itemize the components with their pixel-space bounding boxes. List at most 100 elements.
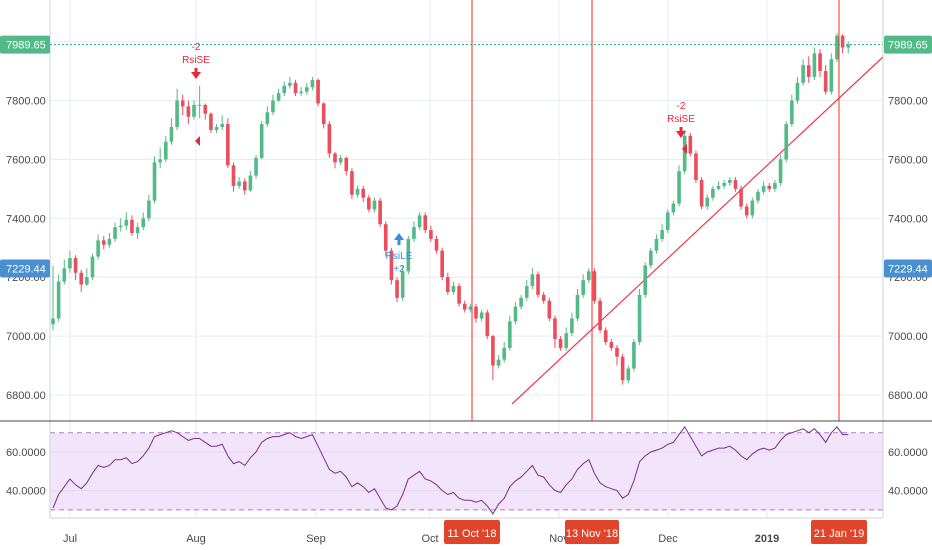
candle[interactable] [73, 255, 78, 281]
candle[interactable] [350, 168, 354, 200]
candle[interactable] [338, 154, 343, 166]
candle[interactable] [259, 121, 264, 160]
candle[interactable] [197, 85, 202, 119]
candle[interactable] [649, 247, 653, 269]
candle[interactable] [367, 194, 371, 213]
candle[interactable] [147, 194, 151, 222]
candle[interactable] [310, 76, 315, 91]
candle[interactable] [434, 235, 439, 254]
candle[interactable] [152, 156, 157, 204]
candle[interactable] [581, 274, 585, 298]
candle[interactable] [462, 300, 467, 313]
candle[interactable] [440, 247, 444, 281]
candle[interactable] [175, 88, 179, 130]
candle[interactable] [694, 150, 698, 183]
candle[interactable] [671, 200, 676, 216]
candle[interactable] [829, 53, 834, 95]
candle[interactable] [118, 218, 123, 232]
candle[interactable] [818, 48, 822, 77]
candle[interactable] [231, 162, 236, 192]
candle[interactable] [135, 222, 140, 239]
candle[interactable] [62, 259, 67, 285]
candle[interactable] [451, 281, 456, 295]
candle[interactable] [51, 265, 55, 331]
candle[interactable] [767, 182, 772, 192]
candle[interactable] [214, 124, 219, 133]
candle[interactable] [733, 177, 738, 192]
candle[interactable] [790, 94, 794, 128]
strategy-signals[interactable]: -2 RsiSE RsiLE +2 -2 RsiSE [182, 42, 695, 275]
candle[interactable] [361, 185, 365, 203]
candle[interactable] [192, 100, 196, 120]
candle[interactable] [620, 353, 625, 385]
candle[interactable] [491, 334, 495, 381]
trendline-upward[interactable] [511, 56, 884, 405]
candle[interactable] [637, 288, 642, 345]
candle[interactable] [587, 268, 591, 284]
candle[interactable] [806, 56, 811, 83]
candle[interactable] [801, 59, 805, 86]
candle[interactable] [400, 265, 405, 301]
candle[interactable] [688, 132, 693, 157]
candle[interactable] [823, 65, 828, 95]
candle[interactable] [101, 235, 106, 250]
candle[interactable] [288, 76, 292, 89]
candle[interactable] [558, 336, 563, 351]
event-markers[interactable] [471, 0, 840, 421]
candle[interactable] [677, 165, 681, 207]
candle[interactable] [682, 129, 687, 175]
candle[interactable] [355, 185, 360, 198]
candle[interactable] [417, 212, 422, 231]
candle[interactable] [321, 101, 326, 129]
candle[interactable] [615, 344, 619, 366]
candle[interactable] [113, 222, 117, 242]
candle[interactable] [56, 274, 61, 322]
candle[interactable] [305, 82, 309, 95]
candle[interactable] [699, 177, 704, 210]
candle[interactable] [722, 180, 726, 189]
candle[interactable] [502, 341, 506, 363]
candle[interactable] [141, 212, 146, 231]
candle[interactable] [327, 121, 332, 158]
candle[interactable] [513, 302, 518, 325]
candle[interactable] [180, 94, 185, 116]
candle[interactable] [835, 32, 839, 63]
candle[interactable] [654, 234, 659, 254]
candle[interactable] [468, 303, 473, 313]
candle[interactable] [530, 268, 535, 289]
signal-long[interactable]: RsiLE +2 [386, 233, 413, 275]
candle[interactable] [541, 291, 546, 304]
candle[interactable] [524, 280, 529, 301]
candle[interactable] [474, 303, 478, 323]
candle[interactable] [226, 118, 230, 169]
candle[interactable] [711, 185, 715, 201]
candle[interactable] [68, 250, 72, 273]
candle[interactable] [237, 177, 241, 189]
candle[interactable] [457, 283, 461, 307]
candle[interactable] [665, 209, 670, 234]
rsi-line[interactable] [52, 425, 849, 515]
candle[interactable] [519, 294, 523, 310]
candle[interactable] [795, 76, 800, 104]
candle[interactable] [643, 262, 647, 298]
candle[interactable] [429, 225, 433, 242]
candle[interactable] [299, 87, 303, 97]
candle[interactable] [412, 221, 416, 242]
candle[interactable] [609, 339, 614, 351]
candle[interactable] [186, 100, 191, 125]
candle[interactable] [592, 268, 597, 304]
candle[interactable] [485, 309, 490, 340]
candle[interactable] [496, 355, 501, 369]
candle[interactable] [220, 115, 224, 130]
candle[interactable] [344, 156, 349, 176]
candle[interactable] [705, 194, 710, 210]
rsi-axis-right[interactable]: 60.0000 60.0000 40.0000 40.0000 [6, 447, 928, 498]
candle[interactable] [169, 118, 174, 145]
candle[interactable] [626, 365, 631, 384]
candle[interactable] [282, 81, 287, 97]
candle[interactable] [446, 272, 450, 295]
candle[interactable] [107, 233, 112, 248]
candle[interactable] [378, 197, 382, 228]
candle[interactable] [603, 327, 608, 345]
candle[interactable] [383, 221, 388, 257]
